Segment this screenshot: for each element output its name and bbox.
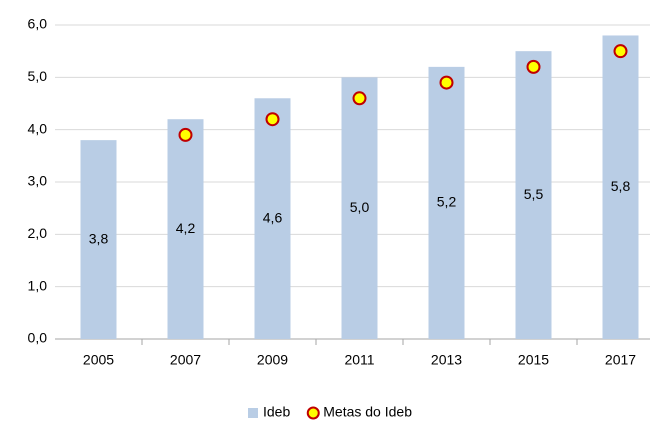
marker [439, 75, 454, 90]
bar [515, 51, 552, 340]
data-label: 4,6 [263, 209, 283, 225]
data-label: 3,8 [89, 230, 109, 246]
data-label: 5,0 [350, 199, 370, 215]
x-tick-label: 2009 [257, 352, 288, 368]
data-label: 4,2 [176, 220, 196, 236]
y-tick-label: 5,0 [28, 68, 48, 84]
x-tick-label: 2011 [344, 352, 374, 368]
legend-swatch [248, 408, 258, 418]
legend-label: Metas do Ideb [323, 404, 412, 420]
y-tick-label: 0,0 [28, 330, 48, 346]
y-tick-label: 1,0 [28, 277, 48, 293]
y-tick-label: 4,0 [28, 120, 48, 136]
data-label: 5,2 [437, 194, 457, 210]
x-tick-label: 2007 [170, 352, 201, 368]
marker [265, 112, 280, 127]
y-tick-label: 3,0 [28, 173, 48, 189]
bar [341, 77, 378, 339]
y-tick-label: 2,0 [28, 225, 48, 241]
data-label: 5,8 [611, 178, 631, 194]
marker [178, 127, 193, 142]
bar [80, 140, 117, 339]
bar [428, 66, 465, 339]
bar [254, 98, 291, 340]
x-tick-label: 2013 [431, 352, 462, 368]
data-label: 5,5 [524, 186, 544, 202]
x-tick-label: 2017 [605, 352, 636, 368]
legend-label: Ideb [263, 404, 290, 420]
marker [352, 91, 367, 106]
y-tick-label: 6,0 [28, 16, 48, 32]
marker [613, 44, 628, 59]
x-tick-label: 2015 [518, 352, 549, 368]
legend-swatch [306, 406, 320, 420]
marker [526, 59, 541, 74]
bar [602, 35, 639, 339]
bar [167, 119, 204, 339]
x-tick-label: 2005 [83, 352, 114, 368]
